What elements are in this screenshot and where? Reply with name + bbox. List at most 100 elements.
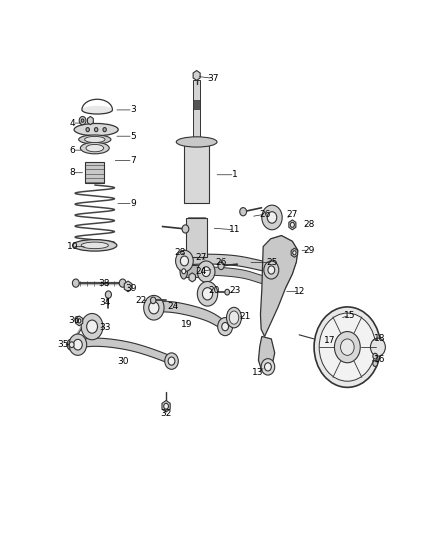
Circle shape: [144, 295, 164, 320]
Text: 7: 7: [130, 156, 136, 165]
Polygon shape: [261, 236, 298, 336]
Ellipse shape: [82, 106, 113, 114]
Ellipse shape: [74, 124, 118, 136]
Circle shape: [164, 403, 169, 409]
Text: 4: 4: [70, 118, 75, 127]
Circle shape: [78, 319, 81, 323]
Circle shape: [180, 256, 188, 266]
Circle shape: [314, 308, 380, 387]
Circle shape: [197, 261, 215, 282]
Circle shape: [222, 322, 229, 330]
Text: 6: 6: [70, 146, 75, 155]
Circle shape: [119, 279, 126, 287]
Circle shape: [81, 119, 84, 122]
Text: 18: 18: [374, 334, 386, 343]
Bar: [188, 216, 205, 220]
Text: 12: 12: [293, 287, 305, 296]
Bar: [193, 80, 200, 142]
Ellipse shape: [86, 144, 104, 152]
Polygon shape: [193, 70, 200, 80]
Bar: [188, 229, 205, 232]
Circle shape: [202, 266, 210, 277]
Circle shape: [69, 342, 74, 348]
Polygon shape: [184, 254, 271, 275]
Circle shape: [87, 320, 98, 333]
Polygon shape: [184, 266, 264, 284]
Text: 36: 36: [69, 317, 80, 325]
Text: 35: 35: [57, 340, 69, 349]
Text: 34: 34: [99, 298, 111, 308]
Ellipse shape: [226, 308, 241, 328]
Text: 21: 21: [239, 312, 251, 321]
Polygon shape: [78, 338, 172, 365]
Text: 29: 29: [304, 246, 315, 255]
Text: 30: 30: [117, 357, 128, 366]
Circle shape: [319, 313, 375, 381]
Text: 26: 26: [260, 209, 271, 219]
Circle shape: [197, 281, 218, 306]
Text: 24: 24: [195, 267, 206, 276]
Circle shape: [81, 313, 103, 340]
Bar: [188, 225, 205, 228]
Text: 26: 26: [215, 258, 227, 267]
Text: 3: 3: [130, 106, 136, 115]
Text: 8: 8: [70, 168, 75, 177]
Ellipse shape: [81, 142, 109, 154]
Circle shape: [151, 297, 156, 304]
Text: 38: 38: [98, 279, 110, 288]
Circle shape: [290, 222, 294, 227]
Ellipse shape: [73, 240, 117, 251]
Text: 5: 5: [130, 132, 136, 141]
Polygon shape: [291, 248, 298, 257]
Circle shape: [86, 127, 89, 132]
Circle shape: [225, 289, 230, 295]
Polygon shape: [154, 301, 225, 332]
Text: 20: 20: [208, 286, 220, 295]
Ellipse shape: [85, 136, 105, 142]
Circle shape: [74, 340, 82, 350]
Circle shape: [79, 117, 86, 125]
Text: 24: 24: [167, 302, 179, 311]
Circle shape: [373, 353, 378, 359]
Bar: [184, 140, 209, 204]
Circle shape: [105, 291, 111, 298]
Circle shape: [95, 127, 98, 132]
Circle shape: [293, 251, 296, 255]
Ellipse shape: [229, 311, 239, 324]
Circle shape: [262, 205, 282, 230]
Circle shape: [165, 353, 178, 369]
Text: 17: 17: [324, 336, 336, 345]
Circle shape: [182, 225, 189, 233]
Polygon shape: [258, 336, 275, 373]
Bar: [188, 245, 205, 248]
Circle shape: [261, 359, 275, 375]
Circle shape: [208, 269, 212, 273]
Text: 28: 28: [174, 248, 185, 257]
Text: 27: 27: [287, 209, 298, 219]
Circle shape: [264, 261, 279, 279]
Circle shape: [265, 363, 271, 371]
Circle shape: [373, 361, 378, 366]
Circle shape: [335, 332, 360, 363]
Circle shape: [67, 339, 77, 350]
Bar: [188, 241, 205, 245]
Text: 27: 27: [195, 253, 206, 262]
Bar: [188, 221, 205, 224]
Circle shape: [69, 334, 87, 356]
Text: 13: 13: [252, 368, 264, 377]
Text: 28: 28: [304, 220, 315, 229]
Ellipse shape: [79, 135, 111, 144]
Text: 19: 19: [181, 320, 193, 329]
Polygon shape: [162, 400, 170, 412]
Circle shape: [202, 288, 212, 300]
Bar: [193, 100, 200, 109]
Circle shape: [176, 251, 193, 272]
Circle shape: [72, 279, 79, 287]
Bar: [184, 265, 209, 277]
Circle shape: [267, 212, 277, 223]
Bar: [85, 161, 104, 183]
Polygon shape: [76, 316, 83, 326]
Text: 39: 39: [125, 284, 137, 293]
Text: 32: 32: [160, 409, 172, 418]
Ellipse shape: [180, 263, 187, 279]
